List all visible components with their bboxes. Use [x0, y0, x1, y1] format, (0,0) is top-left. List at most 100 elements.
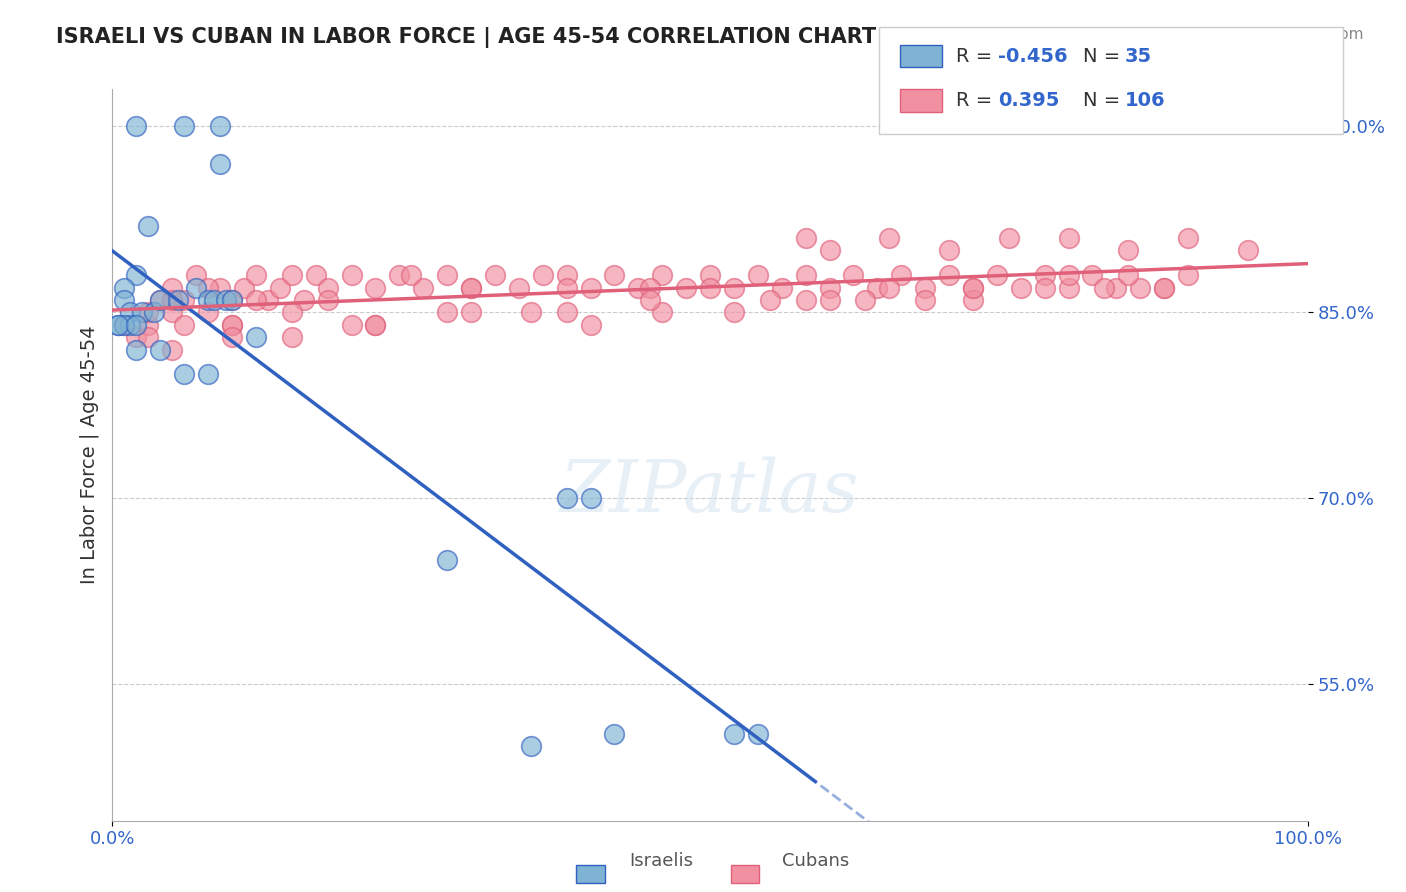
Point	[484, 268, 506, 282]
Point	[221, 318, 243, 332]
Point	[138, 318, 160, 332]
Point	[460, 280, 482, 294]
Point	[197, 305, 219, 319]
Point	[1010, 280, 1032, 294]
Point	[640, 293, 662, 307]
Point	[1153, 280, 1175, 294]
Point	[866, 280, 889, 294]
Point	[186, 280, 208, 294]
Point	[388, 268, 411, 282]
Point	[914, 293, 936, 307]
Text: N =: N =	[1083, 91, 1126, 111]
Point	[114, 293, 135, 307]
Point	[770, 280, 793, 294]
Point	[167, 293, 190, 307]
Point	[269, 280, 291, 294]
Point	[281, 305, 304, 319]
Point	[138, 305, 160, 319]
Point	[173, 318, 195, 332]
Text: Source: ZipAtlas.com: Source: ZipAtlas.com	[1201, 27, 1364, 42]
Point	[173, 293, 195, 307]
Point	[292, 293, 315, 307]
Point	[520, 305, 543, 319]
Point	[364, 318, 387, 332]
Point	[257, 293, 280, 307]
Text: Cubans: Cubans	[782, 852, 849, 870]
Point	[1118, 244, 1140, 258]
Point	[962, 293, 984, 307]
Point	[627, 280, 650, 294]
Point	[890, 268, 912, 282]
Point	[162, 293, 183, 307]
Point	[197, 293, 219, 307]
Point	[149, 293, 172, 307]
Point	[125, 330, 148, 344]
Point	[1081, 268, 1104, 282]
Text: 0.395: 0.395	[998, 91, 1060, 111]
Point	[143, 305, 166, 319]
Point	[120, 305, 142, 319]
Point	[998, 231, 1021, 245]
Point	[125, 268, 148, 282]
Point	[1057, 231, 1080, 245]
Point	[209, 120, 232, 134]
Point	[1118, 268, 1140, 282]
Point	[555, 305, 578, 319]
Point	[675, 280, 697, 294]
Point	[1177, 268, 1199, 282]
Point	[879, 280, 901, 294]
Text: ZIPatlas: ZIPatlas	[560, 456, 860, 527]
Point	[281, 268, 304, 282]
Point	[245, 268, 267, 282]
Point	[794, 231, 817, 245]
Point	[651, 305, 673, 319]
Point	[436, 305, 458, 319]
Point	[131, 305, 153, 319]
Point	[1057, 280, 1080, 294]
Point	[364, 318, 387, 332]
Point	[114, 318, 135, 332]
Point	[149, 293, 172, 307]
Point	[125, 120, 148, 134]
Text: 35: 35	[1125, 46, 1152, 66]
Text: ISRAELI VS CUBAN IN LABOR FORCE | AGE 45-54 CORRELATION CHART: ISRAELI VS CUBAN IN LABOR FORCE | AGE 45…	[56, 27, 876, 48]
Point	[162, 305, 183, 319]
Point	[197, 368, 219, 382]
Text: -0.456: -0.456	[998, 46, 1069, 66]
Point	[1177, 231, 1199, 245]
Point	[401, 268, 423, 282]
Point	[1033, 268, 1056, 282]
Point	[842, 268, 865, 282]
Point	[209, 280, 232, 294]
Point	[233, 280, 256, 294]
Point	[1057, 268, 1080, 282]
Point	[221, 330, 243, 344]
Point	[818, 244, 841, 258]
Point	[531, 268, 554, 282]
Point	[794, 268, 817, 282]
Point	[1033, 280, 1056, 294]
Point	[855, 293, 877, 307]
Point	[508, 280, 530, 294]
Point	[723, 305, 745, 319]
Point	[651, 268, 673, 282]
Point	[555, 491, 578, 506]
Point	[340, 318, 363, 332]
Point	[818, 293, 841, 307]
Point	[305, 268, 328, 282]
Point	[723, 727, 745, 741]
Point	[1105, 280, 1128, 294]
Point	[1237, 244, 1260, 258]
Point	[436, 553, 458, 567]
Point	[209, 156, 232, 170]
Point	[520, 739, 543, 754]
Point	[938, 244, 960, 258]
Point	[579, 280, 602, 294]
Point	[436, 268, 458, 282]
Point	[1129, 280, 1152, 294]
Point	[460, 305, 482, 319]
Point	[340, 268, 363, 282]
Point	[221, 293, 243, 307]
Point	[579, 491, 602, 506]
Point	[640, 280, 662, 294]
